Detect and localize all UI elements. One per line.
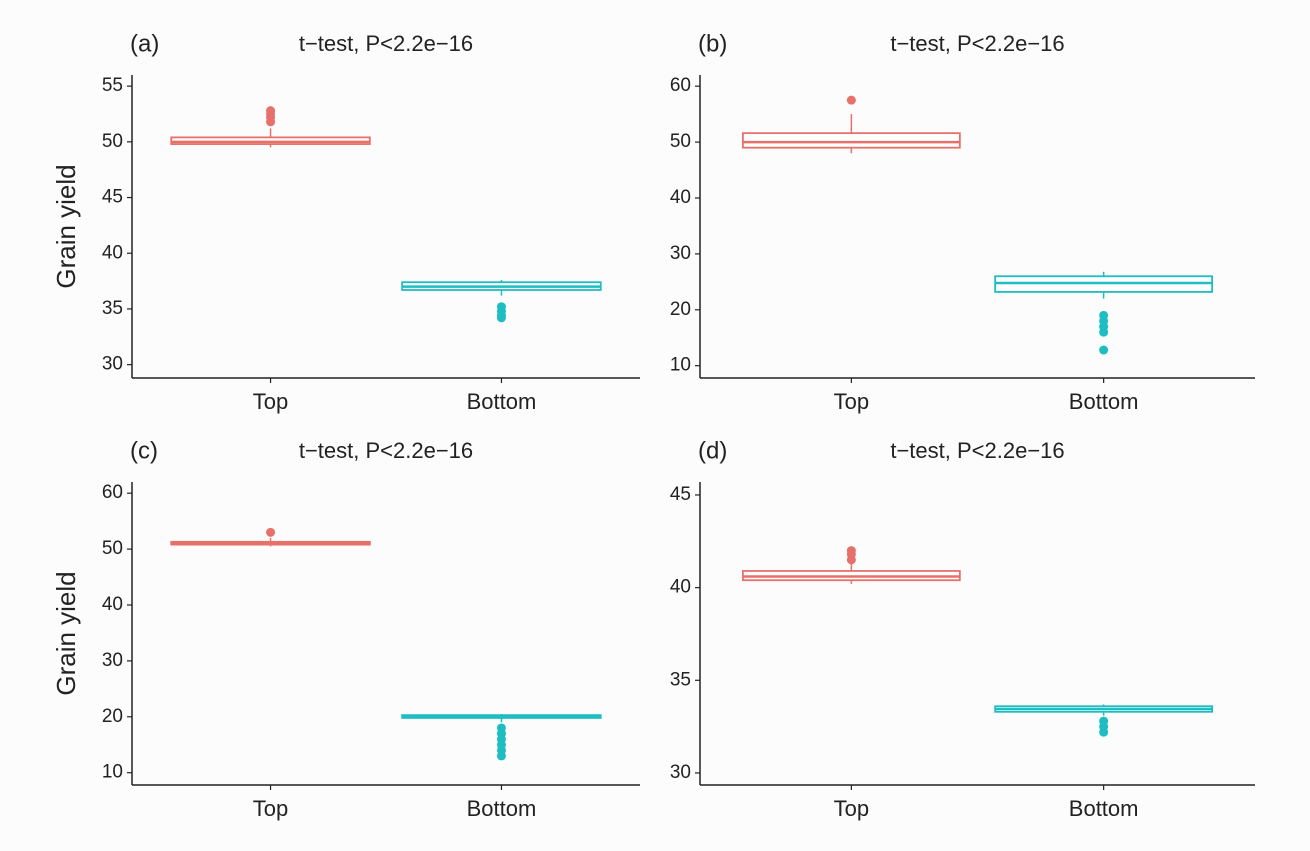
outlier [846,95,856,105]
panel-label: (d) [698,437,727,464]
y-tick-label: 60 [102,482,123,503]
y-tick-label: 20 [670,299,691,320]
y-tick-label: 60 [670,75,691,96]
outlier [266,527,276,537]
y-tick-label: 40 [670,187,691,208]
chart-title: t−test, P<2.2e−16 [299,31,473,56]
y-tick-label: 50 [670,131,691,152]
y-tick-label: 10 [670,355,691,376]
y-tick-label: 45 [670,484,691,505]
y-tick-label: 50 [102,131,123,152]
y-tick-label: 35 [102,298,123,319]
y-tick-label: 40 [102,594,123,615]
outlier [496,751,506,761]
panel-label: (a) [130,30,159,57]
x-tick-label: Bottom [1069,796,1139,821]
outlier [846,546,856,556]
x-tick-label: Bottom [467,796,537,821]
y-axis-label: Grain yield [51,164,81,288]
x-tick-label: Top [253,796,288,821]
y-tick-label: 10 [102,762,123,783]
y-axis-label: Grain yield [51,571,81,695]
y-tick-label: 40 [102,242,123,263]
x-tick-label: Top [834,389,869,414]
outlier [1099,345,1109,355]
y-tick-label: 30 [670,243,691,264]
x-tick-label: Bottom [1069,389,1139,414]
outlier [266,106,276,116]
panel-label: (c) [130,437,158,464]
y-tick-label: 55 [102,75,123,96]
panel-label: (b) [698,30,727,57]
x-tick-label: Bottom [467,389,537,414]
chart-title: t−test, P<2.2e−16 [299,438,473,463]
outlier [1099,727,1109,737]
y-tick-label: 30 [102,354,123,375]
y-tick-label: 40 [670,577,691,598]
y-tick-label: 45 [102,187,123,208]
y-tick-label: 35 [670,669,691,690]
y-tick-label: 50 [102,538,123,559]
x-tick-label: Top [834,796,869,821]
y-tick-label: 30 [670,762,691,783]
chart-title: t−test, P<2.2e−16 [890,31,1064,56]
outlier [496,313,506,323]
box [741,132,961,149]
outlier [1099,327,1109,337]
x-tick-label: Top [253,389,288,414]
y-tick-label: 30 [102,650,123,671]
y-tick-label: 20 [102,706,123,727]
chart-title: t−test, P<2.2e−16 [890,438,1064,463]
